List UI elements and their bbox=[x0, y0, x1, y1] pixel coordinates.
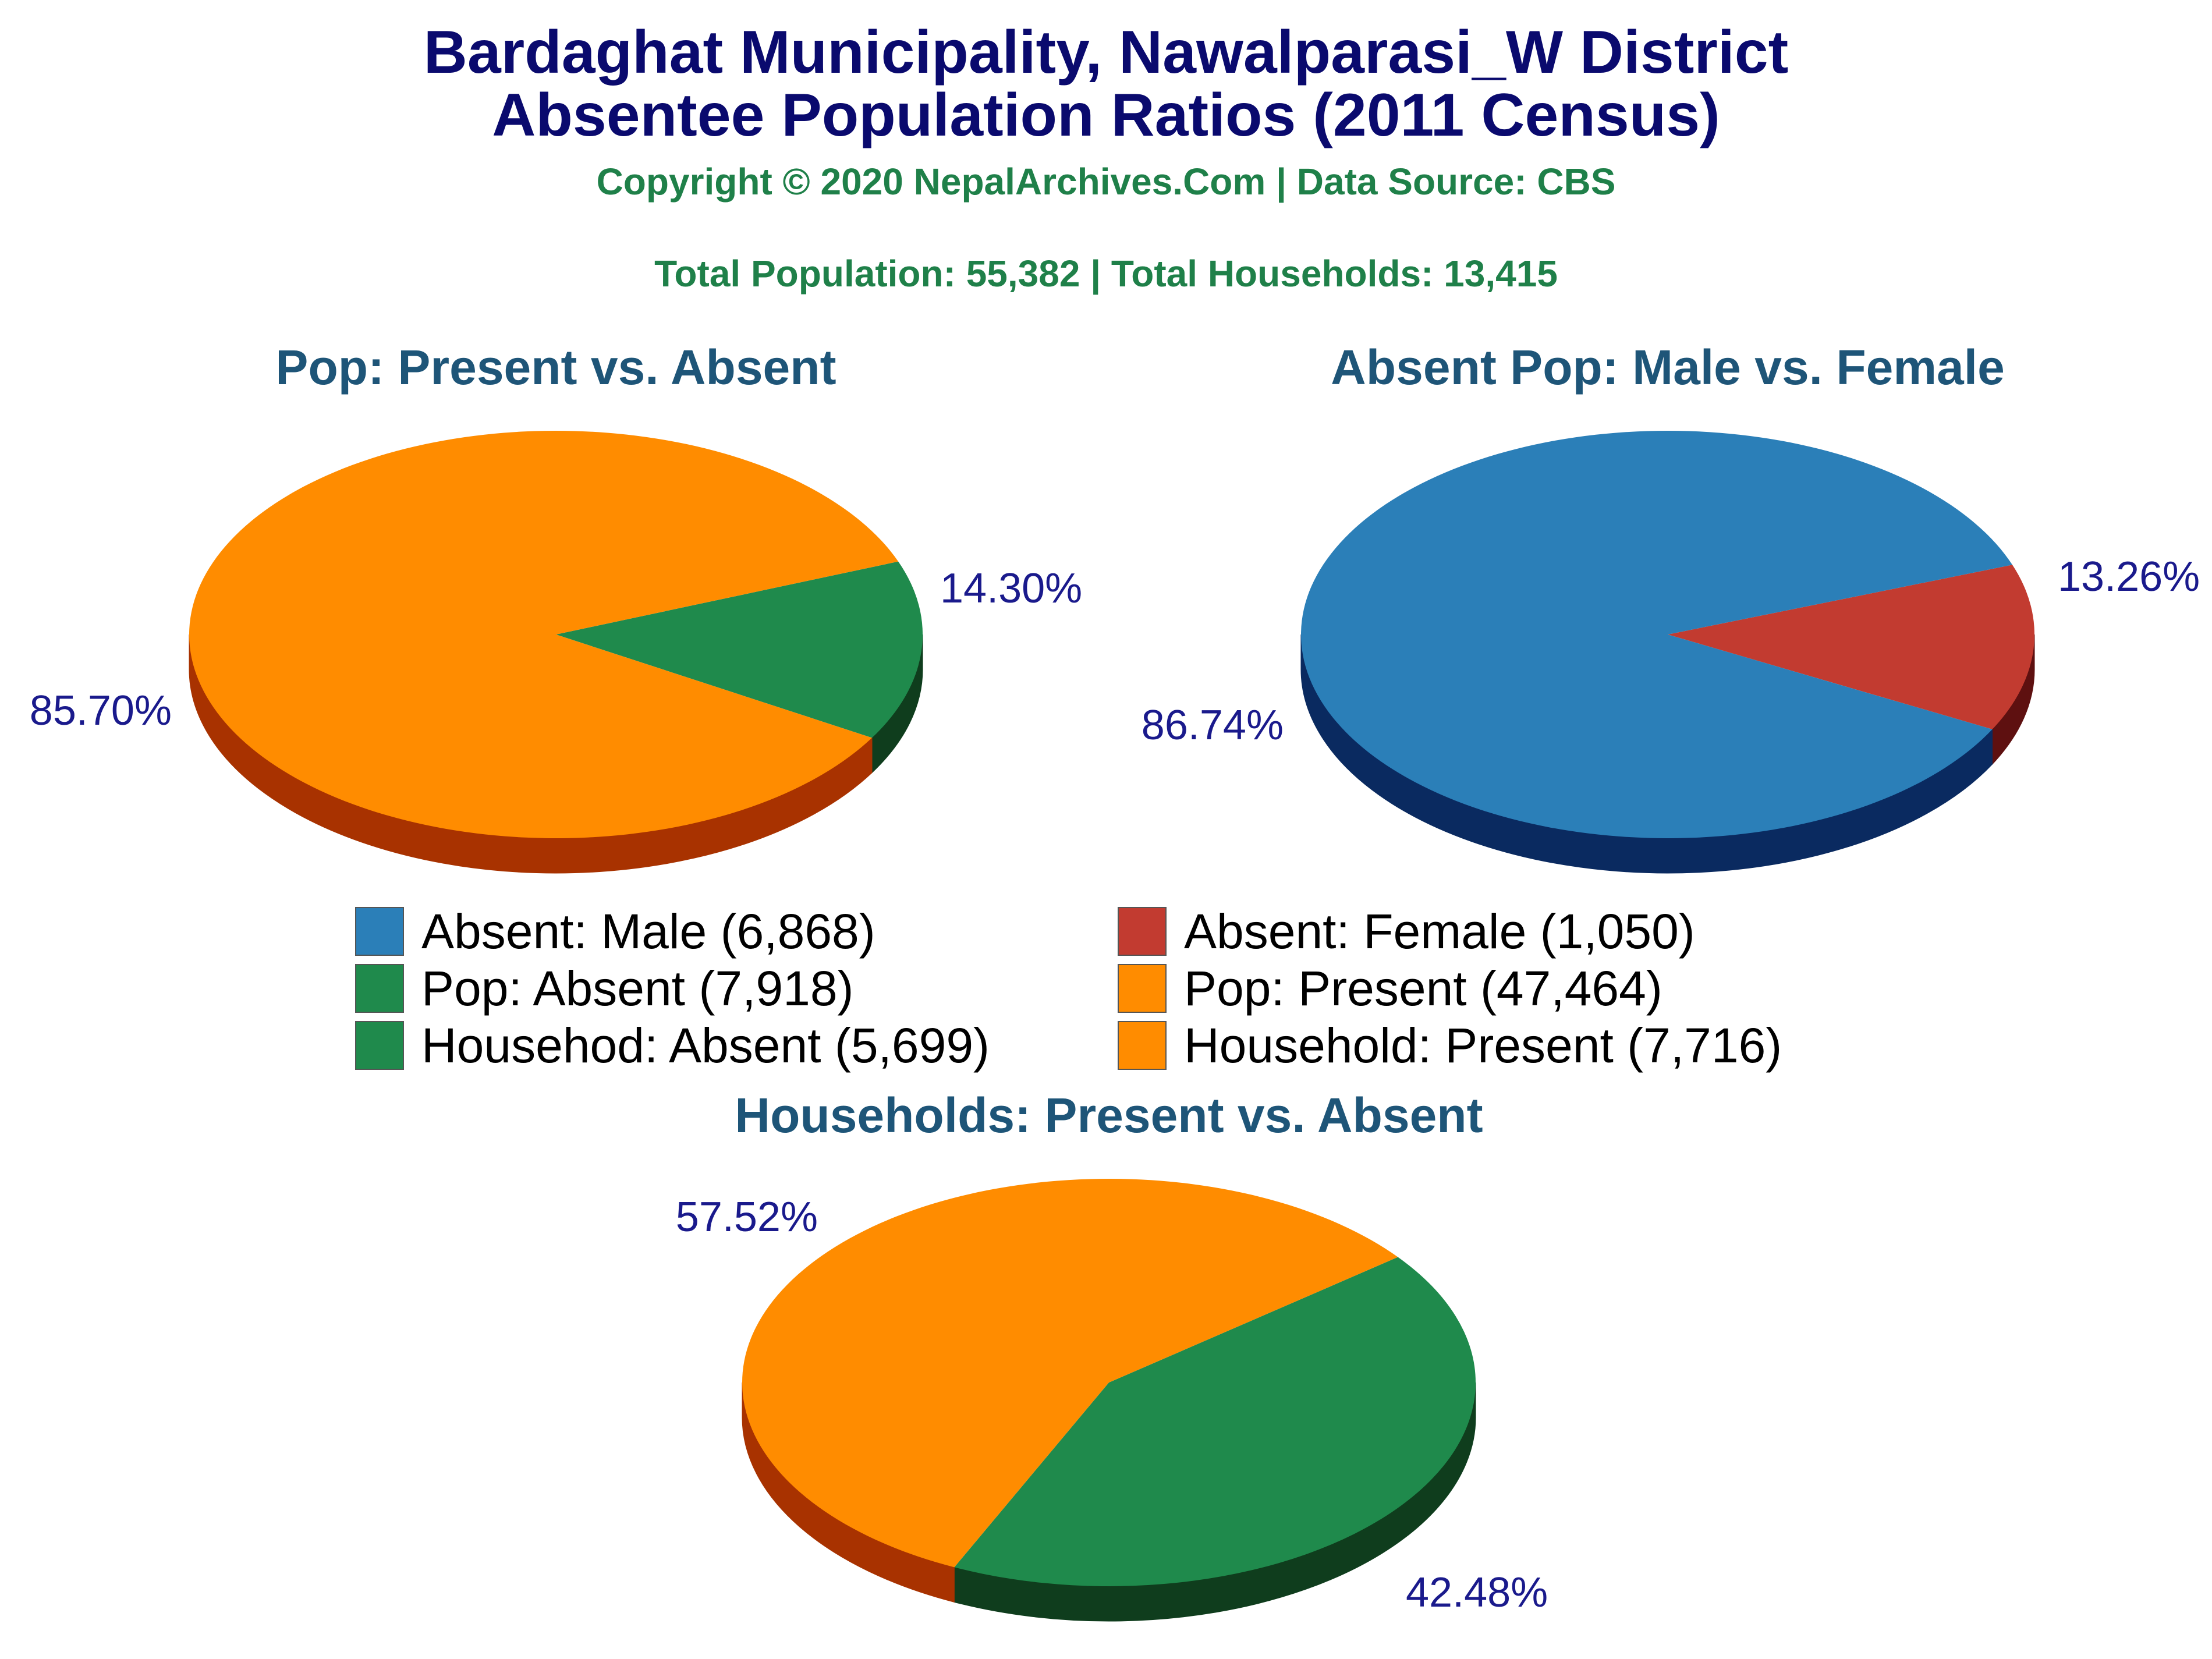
legend-swatch bbox=[355, 1021, 404, 1070]
pie-slice-pop-present-vs-absent-1 bbox=[189, 431, 899, 838]
pie-label-absent-pop-male-vs-female-1: 86.74% bbox=[1142, 702, 1284, 749]
pie-slice-pop-present-vs-absent-0 bbox=[556, 561, 923, 738]
legend-swatch bbox=[1118, 1021, 1167, 1070]
pie-slice-households-present-vs-absent-1 bbox=[742, 1179, 1398, 1568]
totals-text: Total Population: 55,382 | Total Househo… bbox=[654, 253, 1558, 295]
pie-label-households-present-vs-absent-0: 42.48% bbox=[1406, 1569, 1548, 1616]
pie-label-pop-present-vs-absent-0: 14.30% bbox=[940, 565, 1082, 612]
legend-swatch bbox=[355, 964, 404, 1013]
legend-item-pop-absent: Pop: Absent (7,918) bbox=[355, 960, 854, 1016]
legend-swatch bbox=[1118, 907, 1167, 956]
legend-item-household-present: Household: Present (7,716) bbox=[1118, 1018, 1782, 1073]
pie-label-pop-present-vs-absent-1: 85.70% bbox=[30, 687, 172, 734]
pie-slice-absent-pop-male-vs-female-1 bbox=[1301, 431, 2013, 839]
legend-item-pop-present: Pop: Present (47,464) bbox=[1118, 960, 1662, 1016]
pie-title-absent-pop-male-vs-female: Absent Pop: Male vs. Female bbox=[1331, 340, 2005, 395]
pie-slice-absent-pop-male-vs-female-0 bbox=[1668, 565, 2035, 729]
legend-swatch bbox=[355, 907, 404, 956]
legend-label: Absent: Male (6,868) bbox=[421, 903, 875, 959]
pie-title-households-present-vs-absent: Households: Present vs. Absent bbox=[735, 1088, 1483, 1143]
copyright-text: Copyright © 2020 NepalArchives.Com | Dat… bbox=[596, 161, 1616, 203]
legend-label: Absent: Female (1,050) bbox=[1184, 903, 1695, 959]
pie-side-absent-pop-male-vs-female-1 bbox=[1300, 634, 1993, 874]
legend-label: Househod: Absent (5,699) bbox=[421, 1018, 990, 1073]
chart-title-line1: Bardaghat Municipality, Nawalparasi_W Di… bbox=[423, 19, 1789, 86]
pie-label-households-present-vs-absent-1: 57.52% bbox=[676, 1194, 818, 1240]
pie-slice-households-present-vs-absent-0 bbox=[954, 1257, 1476, 1587]
legend-item-household-absent: Househod: Absent (5,699) bbox=[355, 1018, 990, 1073]
pie-title-pop-present-vs-absent: Pop: Present vs. Absent bbox=[275, 340, 836, 395]
legend: Absent: Male (6,868) Absent: Female (1,0… bbox=[355, 903, 1927, 1078]
legend-label: Household: Present (7,716) bbox=[1184, 1018, 1782, 1073]
chart-title-line2: Absentee Population Ratios (2011 Census) bbox=[492, 81, 1720, 149]
pie-label-absent-pop-male-vs-female-0: 13.26% bbox=[2058, 554, 2200, 600]
legend-label: Pop: Present (47,464) bbox=[1184, 960, 1662, 1016]
legend-label: Pop: Absent (7,918) bbox=[421, 960, 854, 1016]
legend-item-absent-female: Absent: Female (1,050) bbox=[1118, 903, 1695, 959]
legend-item-absent-male: Absent: Male (6,868) bbox=[355, 903, 875, 959]
legend-swatch bbox=[1118, 964, 1167, 1013]
